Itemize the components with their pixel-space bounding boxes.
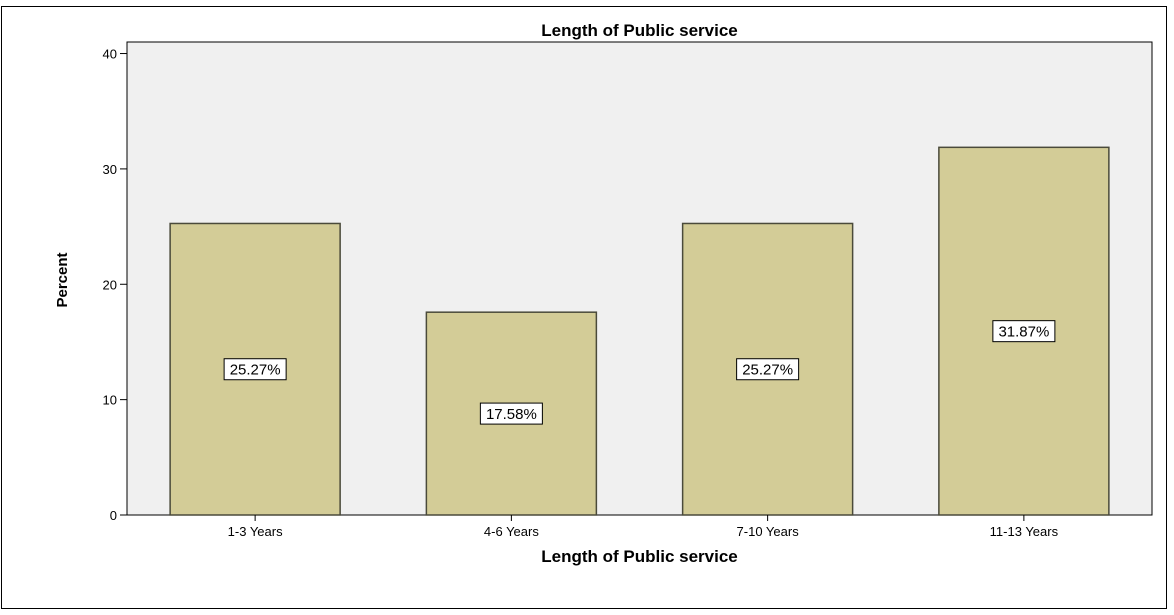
x-tick-label: 11-13 Years xyxy=(990,524,1059,539)
data-label-box xyxy=(479,402,543,425)
bars-group: 25.27% 17.58% 25.27% 31.87% xyxy=(169,146,1110,516)
data-label-box xyxy=(223,358,287,381)
y-axis-label: Percent xyxy=(54,252,71,307)
data-label: 17.58% xyxy=(486,406,537,423)
data-label: 31.87% xyxy=(998,324,1049,341)
y-axis: 0 10 20 30 40 xyxy=(103,47,127,523)
x-tick-label: 7-10 Years xyxy=(737,524,800,539)
x-axis-label: Length of Public service xyxy=(541,547,738,566)
x-tick-label: 4-6 Years xyxy=(484,524,539,539)
data-label: 25.27% xyxy=(230,362,281,379)
y-tick-label: 10 xyxy=(103,393,117,408)
data-label-box xyxy=(736,358,800,381)
y-tick-label: 20 xyxy=(103,277,117,292)
x-axis: 1-3 Years 4-6 Years 7-10 Years 11-13 Years xyxy=(228,515,1059,539)
data-label-box xyxy=(992,320,1056,343)
data-label: 25.27% xyxy=(742,362,793,379)
y-tick-label: 0 xyxy=(110,508,117,523)
x-tick-label: 1-3 Years xyxy=(228,524,283,539)
y-tick-label: 40 xyxy=(103,47,117,62)
y-tick-label: 30 xyxy=(103,162,117,177)
chart-title: Length of Public service xyxy=(541,21,738,40)
